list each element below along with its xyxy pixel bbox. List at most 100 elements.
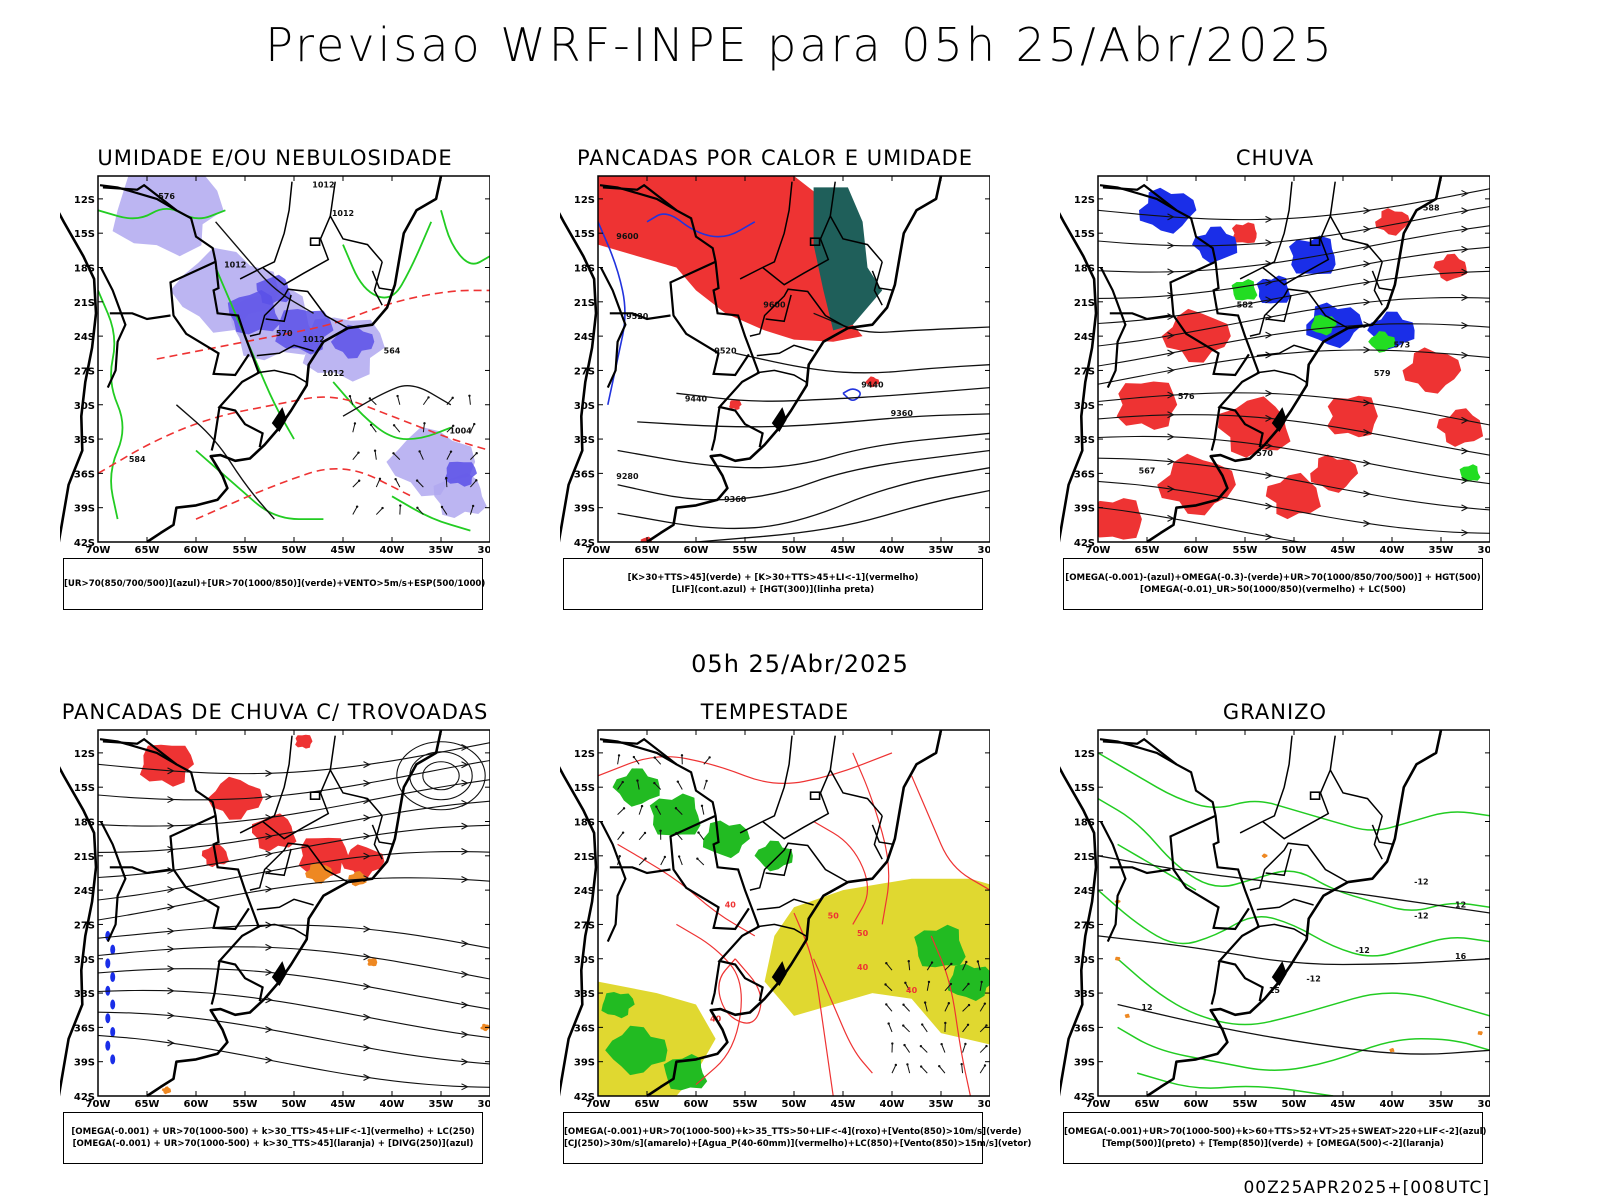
- lat-tick-label: 24S: [1074, 332, 1095, 343]
- lon-tick-label: 60W: [1184, 1099, 1209, 1110]
- lat-tick-label: 21S: [574, 298, 595, 309]
- geography: [560, 729, 943, 1098]
- legend-box: [OMEGA(-0.001)+UR>70(1000-500)+k>35_TTS>…: [563, 1112, 1032, 1164]
- legend-line-2: [CJ(250)>30m/s](amarelo)+[Agua_P(40-60mm…: [564, 1139, 1032, 1149]
- lat-tick-label: 21S: [574, 852, 595, 863]
- contour-label: 9520: [714, 346, 737, 355]
- lat-tick-label: 15S: [1074, 229, 1095, 240]
- lon-tick-label: 35W: [929, 1099, 954, 1110]
- lat-tick-label: 33S: [574, 435, 595, 446]
- lon-tick-label: 45W: [331, 545, 356, 556]
- lon-tick-label: 30W: [1478, 545, 1490, 556]
- contour-label: 564: [384, 346, 401, 355]
- lat-tick-label: 18S: [574, 264, 595, 275]
- lon-tick-label: 30W: [978, 545, 990, 556]
- lat-tick-label: 24S: [574, 886, 595, 897]
- map-tempestade: 40405050404012S15S18S21S24S27S30S33S36S3…: [560, 729, 990, 1110]
- legend-box: [OMEGA(-0.001)-(azul)+OMEGA(-0.3)-(verde…: [1063, 558, 1483, 610]
- legend-line-1: [OMEGA(-0.001)-(azul)+OMEGA(-0.3)-(verde…: [1065, 573, 1481, 583]
- contour-label: 1012: [322, 369, 344, 378]
- legend-box: [UR>70(850/700/500)](azul)+[UR>70(1000/8…: [63, 558, 486, 610]
- contour-label: 1012: [302, 335, 324, 344]
- lat-tick-label: 15S: [74, 229, 95, 240]
- contour-label: 9360: [891, 409, 914, 418]
- contour-label: -12: [1414, 877, 1428, 886]
- lat-tick-label: 27S: [1074, 366, 1095, 377]
- contour-label: 576: [158, 192, 175, 201]
- lon-tick-label: 40W: [880, 1099, 905, 1110]
- lat-tick-label: 18S: [74, 818, 95, 829]
- lon-tick-label: 70W: [1086, 545, 1111, 556]
- lat-tick-label: 42S: [574, 1092, 595, 1103]
- panel-title: PANCADAS POR CALOR E UMIDADE: [576, 146, 974, 170]
- lat-tick-label: 30S: [574, 401, 595, 412]
- lon-tick-label: 65W: [135, 545, 160, 556]
- lat-tick-label: 42S: [1074, 538, 1095, 549]
- lon-tick-label: 50W: [782, 1099, 807, 1110]
- lon-tick-label: 30W: [1478, 1099, 1490, 1110]
- lat-tick-label: 42S: [1074, 1092, 1095, 1103]
- legend-line-1: [K>30+TTS>45](verde) + [K>30+TTS>45+LI<-…: [627, 573, 919, 583]
- lat-tick-label: 39S: [1074, 1058, 1095, 1069]
- lat-tick-label: 30S: [1074, 955, 1095, 966]
- legend-line-1: [OMEGA(-0.001)+UR>70(1000-500)+k>35_TTS>…: [564, 1127, 1022, 1137]
- field-layer: [98, 734, 490, 1095]
- lon-tick-label: 40W: [880, 545, 905, 556]
- lat-tick-label: 33S: [1074, 989, 1095, 1000]
- lon-tick-label: 40W: [1380, 1099, 1405, 1110]
- contour-label: 588: [1423, 203, 1440, 212]
- lat-tick-label: 12S: [574, 749, 595, 760]
- lon-tick-label: 40W: [380, 1099, 405, 1110]
- lat-tick-label: 18S: [1074, 818, 1095, 829]
- contour-label: 9360: [724, 495, 747, 504]
- lat-tick-label: 18S: [574, 818, 595, 829]
- lat-tick-label: 39S: [574, 504, 595, 515]
- contour-label: 573: [1393, 341, 1410, 350]
- lon-tick-label: 55W: [733, 545, 758, 556]
- lat-tick-label: 36S: [1074, 1023, 1095, 1034]
- lon-tick-label: 50W: [782, 545, 807, 556]
- contour-label: 15: [1269, 986, 1281, 995]
- lon-tick-label: 70W: [586, 1099, 611, 1110]
- legend-line-1: [UR>70(850/700/500)](azul)+[UR>70(1000/8…: [64, 579, 486, 589]
- lon-tick-label: 50W: [1282, 1099, 1307, 1110]
- panel-umidade: UMIDADE E/OU NEBULOSIDADE 1012 1012 1012 10…: [60, 146, 490, 616]
- lat-tick-label: 21S: [1074, 852, 1095, 863]
- lon-tick-label: 45W: [331, 1099, 356, 1110]
- lon-tick-label: 50W: [282, 545, 307, 556]
- panel-title: CHUVA: [1235, 146, 1315, 170]
- lat-tick-label: 12S: [74, 749, 95, 760]
- contour-label: 12: [1141, 1003, 1152, 1012]
- legend-line-1: [OMEGA(-0.001) + UR>70(1000-500) + k>30_…: [71, 1127, 475, 1137]
- lat-tick-label: 18S: [1074, 264, 1095, 275]
- lon-tick-label: 70W: [86, 545, 111, 556]
- legend-line-2: [LIF](cont.azul) + [HGT(300)](linha pret…: [671, 585, 875, 595]
- lat-tick-label: 21S: [74, 852, 95, 863]
- lat-tick-label: 27S: [574, 920, 595, 931]
- lon-tick-label: 65W: [635, 545, 660, 556]
- field-layer: -12 -12 -12 -12 12 12 15 16: [1098, 752, 1490, 1096]
- lat-tick-label: 39S: [74, 1058, 95, 1069]
- panel-title: PANCADAS DE CHUVA C/ TROVOADAS: [61, 700, 489, 724]
- lon-tick-label: 30W: [978, 1099, 990, 1110]
- lon-tick-label: 45W: [831, 545, 856, 556]
- lon-tick-label: 55W: [233, 545, 258, 556]
- contour-label: 570: [1256, 449, 1273, 458]
- lat-tick-label: 18S: [74, 264, 95, 275]
- lon-tick-label: 40W: [1380, 545, 1405, 556]
- map-pancadas-calor: 96009600952095209440944093609280936012S1…: [560, 175, 990, 556]
- contour-label: 50: [828, 912, 840, 921]
- lat-tick-label: 27S: [74, 366, 95, 377]
- contour-label: 9440: [861, 381, 884, 390]
- lat-tick-label: 33S: [74, 435, 95, 446]
- contour-label: 1012: [224, 261, 246, 270]
- contour-label: 570: [276, 329, 293, 338]
- lat-tick-label: 27S: [574, 366, 595, 377]
- lat-tick-label: 33S: [574, 989, 595, 1000]
- lon-tick-label: 65W: [135, 1099, 160, 1110]
- contour-label: 9280: [616, 472, 639, 481]
- contour-label: 12: [1455, 900, 1466, 909]
